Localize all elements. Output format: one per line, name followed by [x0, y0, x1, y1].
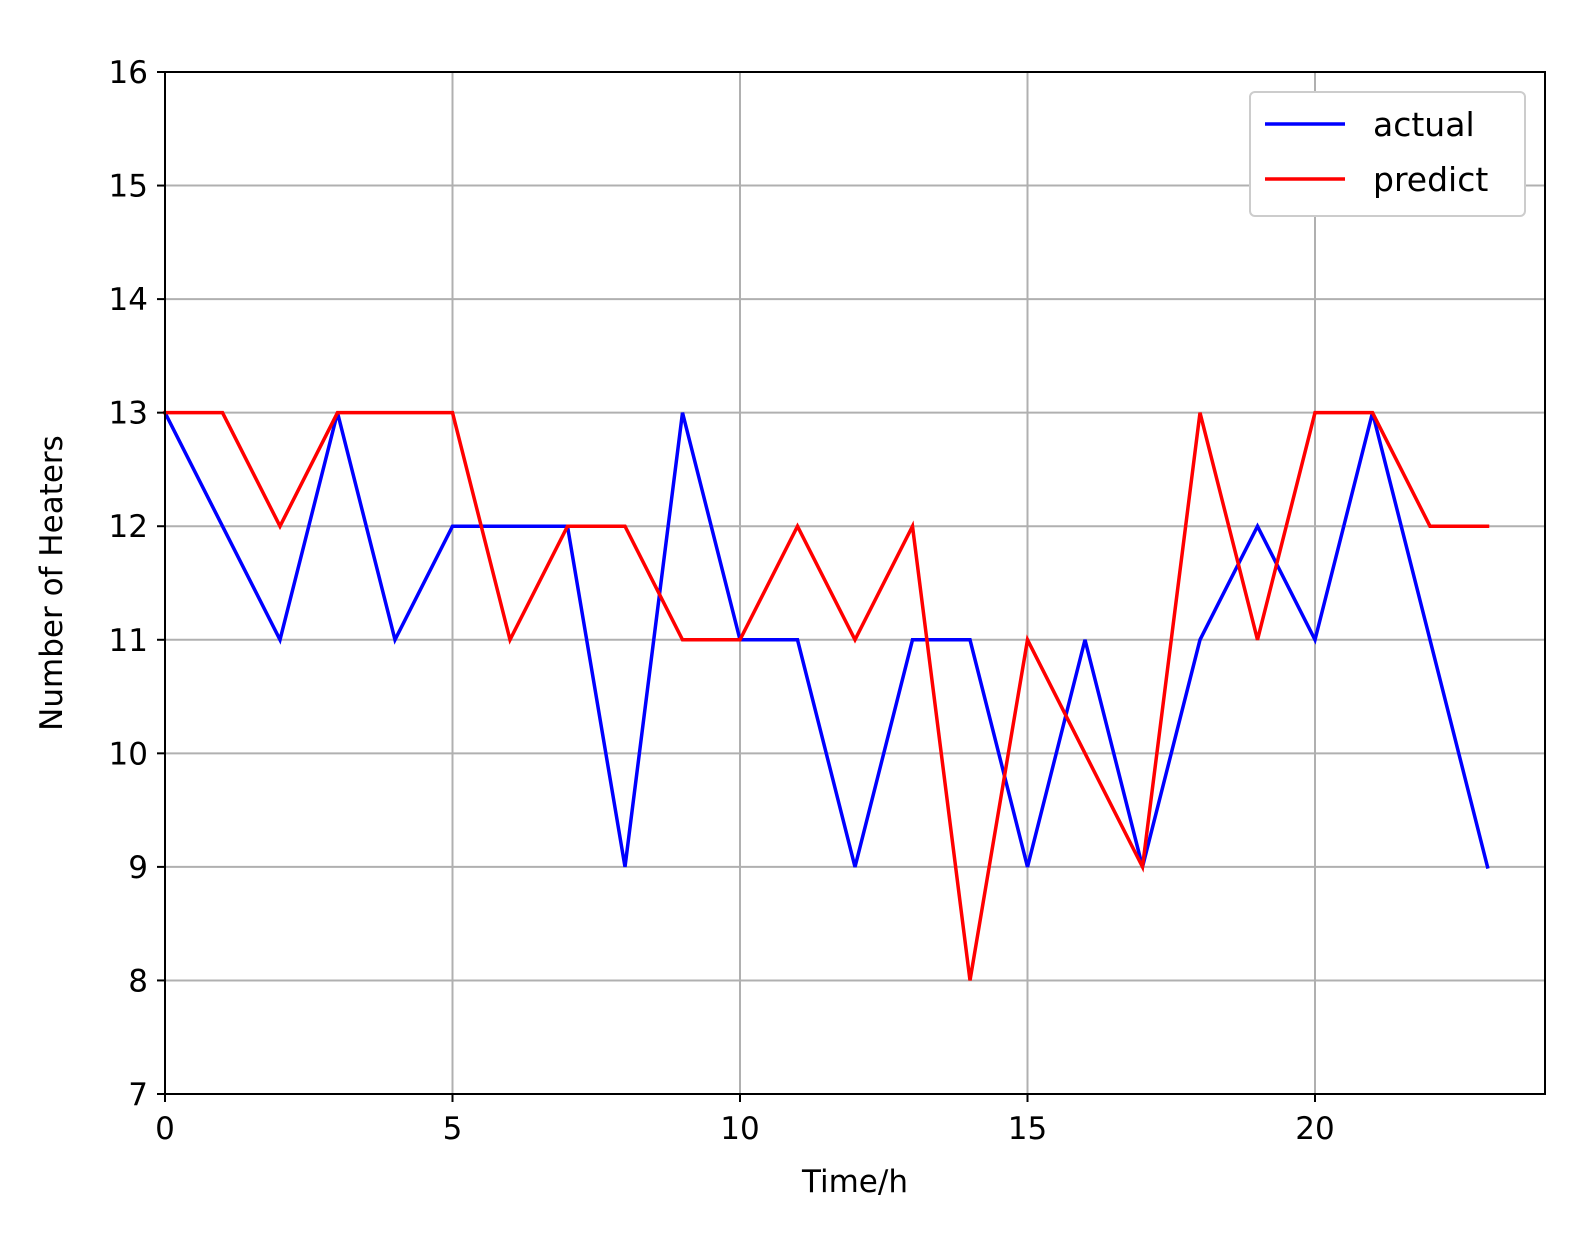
y-tick-label: 7 [128, 1077, 148, 1113]
x-tick-label: 20 [1295, 1111, 1334, 1147]
x-tick-label: 15 [1008, 1111, 1047, 1147]
y-tick-label: 10 [109, 736, 148, 772]
plot-frame [164, 71, 1546, 1095]
x-tick-label: 10 [720, 1111, 759, 1147]
series-layer [162, 410, 1490, 981]
y-tick-label: 16 [109, 55, 148, 91]
x-axis-label: Time/h [801, 1164, 908, 1200]
y-axis: 7 8 9 10 11 12 13 14 15 16 [109, 55, 165, 1113]
legend-label-predict: predict [1373, 160, 1488, 199]
x-axis: 0 5 10 15 20 [155, 1094, 1335, 1147]
y-tick-label: 14 [109, 282, 148, 318]
y-tick-label: 11 [109, 623, 148, 659]
y-tick-label: 15 [109, 169, 148, 205]
y-tick-label: 9 [128, 850, 148, 886]
y-tick-label: 12 [109, 509, 148, 545]
legend-label-actual: actual [1373, 105, 1475, 144]
series-line-predict [163, 410, 1490, 981]
legend: actual predict [1249, 91, 1526, 217]
x-tick-label: 0 [155, 1111, 175, 1147]
y-tick-label: 8 [128, 963, 148, 999]
y-axis-label: Number of Heaters [34, 435, 70, 731]
series-line-actual [162, 410, 1490, 870]
y-tick-label: 13 [109, 396, 148, 432]
x-tick-label: 5 [443, 1111, 463, 1147]
